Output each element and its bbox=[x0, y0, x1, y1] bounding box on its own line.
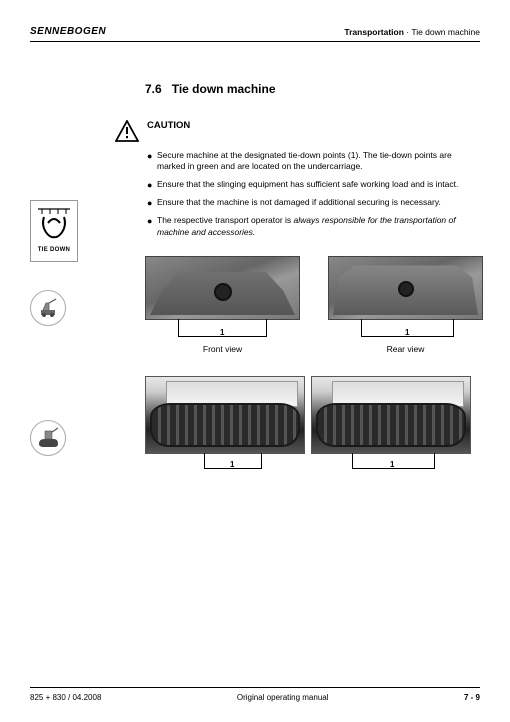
bullet-text: Ensure that the machine is not damaged i… bbox=[157, 197, 470, 209]
chapter-name: Transportation bbox=[344, 27, 404, 37]
tiedown-label: TIE DOWN bbox=[31, 247, 77, 253]
bullet-item: ● The respective transport operator is a… bbox=[147, 215, 470, 238]
rear-view-image: 1 bbox=[328, 256, 483, 320]
figure-caption: Rear view bbox=[328, 344, 483, 354]
page-footer: 825 + 830 / 04.2008 Original operating m… bbox=[30, 687, 480, 702]
bullet-dot-icon: ● bbox=[147, 179, 157, 191]
figure-row-views: 1 Front view 1 Rear view bbox=[145, 256, 480, 354]
section-heading: 7.6 Tie down machine bbox=[145, 82, 480, 96]
figure-caption: Front view bbox=[145, 344, 300, 354]
track-left-image: 1 bbox=[145, 376, 305, 454]
section-title-text: Tie down machine bbox=[172, 82, 276, 96]
figure-rear-view: 1 Rear view bbox=[328, 256, 483, 354]
callout-number: 1 bbox=[230, 461, 234, 469]
figure-row-tracks: 1 1 bbox=[145, 376, 480, 454]
bullet-emphasis: always responsible for the transportatio… bbox=[157, 215, 456, 236]
bullet-item: ● Ensure that the slinging equipment has… bbox=[147, 179, 470, 191]
header-breadcrumb: Transportation · Tie down machine bbox=[344, 27, 480, 37]
callout-number: 1 bbox=[220, 329, 224, 337]
bullet-item: ● Secure machine at the designated tie-d… bbox=[147, 150, 470, 173]
brand-logo: SENNEBOGEN bbox=[30, 26, 106, 37]
bullet-text: Ensure that the slinging equipment has s… bbox=[157, 179, 470, 191]
bullet-dot-icon: ● bbox=[147, 150, 157, 173]
callout-number: 1 bbox=[405, 329, 409, 337]
track-right-image: 1 bbox=[311, 376, 471, 454]
figure-front-view: 1 Front view bbox=[145, 256, 300, 354]
bullet-text: The respective transport operator is alw… bbox=[157, 215, 470, 238]
page-number: 7 - 9 bbox=[464, 693, 480, 702]
section-number: 7.6 bbox=[145, 82, 162, 96]
bullet-item: ● Ensure that the machine is not damaged… bbox=[147, 197, 470, 209]
bullet-dot-icon: ● bbox=[147, 197, 157, 209]
caution-bullet-list: ● Secure machine at the designated tie-d… bbox=[147, 150, 470, 238]
chapter-sub: · Tie down machine bbox=[404, 27, 480, 37]
footer-center: Original operating manual bbox=[237, 693, 329, 702]
bullet-dot-icon: ● bbox=[147, 215, 157, 238]
callout-number: 1 bbox=[390, 461, 394, 469]
front-view-image: 1 bbox=[145, 256, 300, 320]
front-view-pictogram-icon bbox=[30, 290, 66, 326]
footer-left: 825 + 830 / 04.2008 bbox=[30, 693, 101, 702]
bullet-text: Secure machine at the designated tie-dow… bbox=[157, 150, 470, 173]
caution-heading: CAUTION bbox=[147, 120, 190, 131]
caution-block: CAUTION bbox=[115, 120, 480, 144]
warning-triangle-icon bbox=[115, 120, 139, 144]
tiedown-pictogram: TIE DOWN bbox=[30, 200, 78, 262]
page-header: SENNEBOGEN Transportation · Tie down mac… bbox=[30, 26, 480, 42]
track-view-pictogram-icon bbox=[30, 420, 66, 456]
